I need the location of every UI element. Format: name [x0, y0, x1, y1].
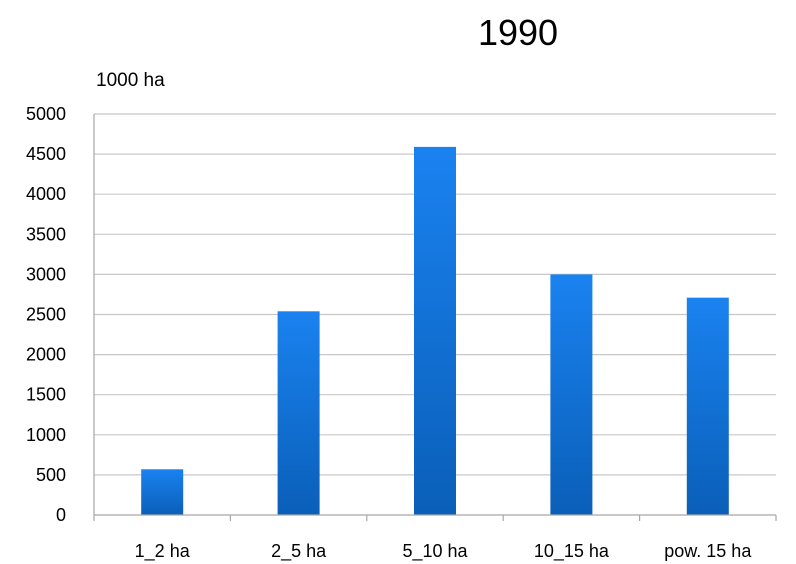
- y-axis-ticks: 0 500 1000 1500 2000 2500 3000 3500 4000 4500 5000: [26, 104, 66, 525]
- x-tick-label: 5_10 ha: [402, 541, 468, 562]
- y-tick-label: 4500: [26, 144, 66, 164]
- bar: [686, 297, 729, 515]
- y-tick-label: 2000: [26, 345, 66, 365]
- bars: [141, 146, 729, 515]
- x-tick-label: 10_15 ha: [534, 541, 610, 562]
- bar: [414, 146, 456, 515]
- x-axis-ticks: 1_2 ha 2_5 ha 5_10 ha 10_15 ha pow. 15 ha: [135, 541, 753, 562]
- x-tick-label: 1_2 ha: [135, 541, 191, 562]
- y-tick-label: 500: [36, 465, 66, 485]
- y-tick-label: 5000: [26, 104, 66, 124]
- y-tick-label: 1000: [26, 425, 66, 445]
- y-axis-label: 1000 ha: [96, 70, 165, 91]
- y-tick-label: 4000: [26, 184, 66, 204]
- y-tick-label: 3000: [26, 264, 66, 284]
- bar: [550, 274, 593, 515]
- x-axis: [93, 114, 777, 521]
- bar: [141, 469, 184, 515]
- y-tick-label: 1500: [26, 385, 66, 405]
- x-tick-label: 2_5 ha: [271, 541, 327, 562]
- y-tick-label: 2500: [26, 305, 66, 325]
- y-tick-label: 0: [56, 505, 66, 525]
- bar: [277, 311, 320, 515]
- x-tick-label: pow. 15 ha: [664, 541, 752, 561]
- chart-title: 1990: [478, 12, 558, 53]
- y-tick-label: 3500: [26, 224, 66, 244]
